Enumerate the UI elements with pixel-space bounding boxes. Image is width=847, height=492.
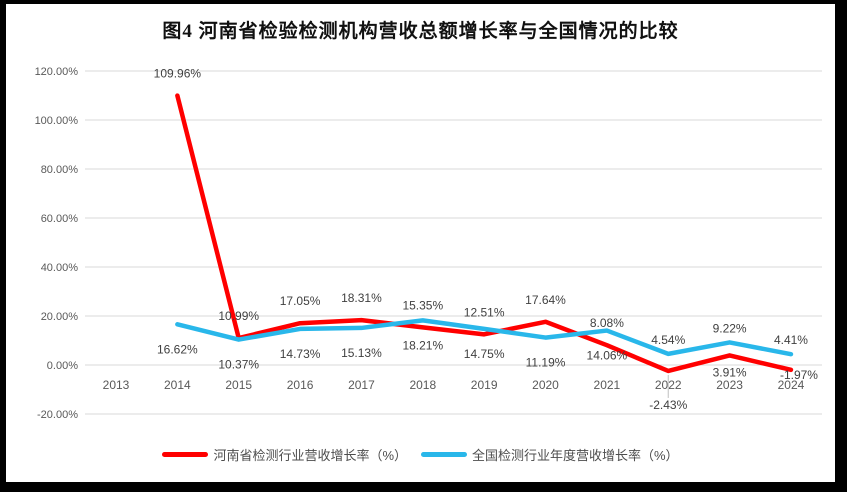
data-label: 17.05%	[280, 294, 321, 308]
chart-legend: 河南省检测行业营收增长率（%） 全国检测行业年度营收增长率（%）	[6, 445, 835, 464]
y-axis-tick-label: 60.00%	[41, 213, 79, 225]
legend-label-national: 全国检测行业年度营收增长率（%）	[472, 448, 679, 463]
x-axis-tick-label: 2017	[348, 378, 375, 392]
henan-series-swatch	[162, 452, 209, 457]
legend-item-henan: 河南省检测行业营收增长率（%）	[162, 445, 407, 464]
y-axis-tick-label: -20.00%	[37, 409, 78, 421]
data-label: 14.06%	[587, 349, 628, 363]
x-axis-tick-label: 2013	[103, 378, 130, 392]
x-axis-tick-label: 2023	[716, 378, 743, 392]
data-label: 18.21%	[402, 338, 443, 352]
data-label: 16.62%	[157, 342, 198, 356]
data-label: 109.96%	[154, 67, 202, 81]
data-label: 10.99%	[218, 309, 259, 323]
x-axis-tick-label: 2016	[287, 378, 314, 392]
chart-title: 图4 河南省检验检测机构营收总额增长率与全国情况的比较	[162, 21, 679, 42]
data-label: -1.97%	[780, 368, 818, 382]
x-axis-tick-label: 2014	[164, 378, 191, 392]
data-label: 11.19%	[526, 356, 566, 370]
y-axis-tick-label: 0.00%	[47, 360, 78, 372]
y-axis-tick-label: 120.00%	[35, 66, 79, 78]
chart-plot-area: 120.00% 100.00% 80.00% 60.00% 40.00% 20.00% 0.…	[35, 66, 822, 421]
legend-label-henan: 河南省检测行业营收增长率（%）	[213, 448, 407, 463]
y-axis-tick-label: 40.00%	[41, 262, 79, 274]
data-label: 4.41%	[774, 333, 808, 347]
y-axis-tick-label: 100.00%	[35, 115, 79, 127]
national-series-swatch	[421, 452, 467, 457]
x-axis-tick-label: 2019	[471, 378, 498, 392]
y-axis-tick-label: 20.00%	[41, 311, 79, 323]
data-label: 14.75%	[464, 347, 505, 361]
y-axis-tick-label: 80.00%	[41, 164, 79, 176]
data-label: 15.13%	[341, 346, 382, 360]
data-label: 15.35%	[402, 298, 443, 312]
data-label: 18.31%	[341, 291, 382, 305]
series-line-1	[175, 318, 794, 357]
chart-canvas: 图4 河南省检验检测机构营收总额增长率与全国情况的比较 120.00% 100.0…	[6, 4, 835, 482]
x-axis-tick-label: 2021	[594, 378, 621, 392]
x-axis-tick-label: 2018	[409, 378, 436, 392]
data-label: 9.22%	[713, 321, 747, 335]
data-label: 14.73%	[280, 347, 321, 361]
data-label: 8.08%	[590, 316, 624, 330]
series-line-0	[175, 93, 794, 374]
x-axis-tick-label: 2015	[225, 378, 252, 392]
data-label: 12.51%	[464, 305, 505, 319]
data-label: 10.37%	[218, 358, 259, 372]
x-axis-tick-label: 2020	[532, 378, 559, 392]
data-label: -2.43%	[649, 398, 687, 412]
data-label: 17.64%	[525, 293, 566, 307]
data-label: 3.91%	[713, 365, 747, 379]
x-axis-tick-label: 2024	[778, 378, 805, 392]
data-label: 4.54%	[651, 333, 685, 347]
legend-item-national: 全国检测行业年度营收增长率（%）	[421, 445, 679, 464]
